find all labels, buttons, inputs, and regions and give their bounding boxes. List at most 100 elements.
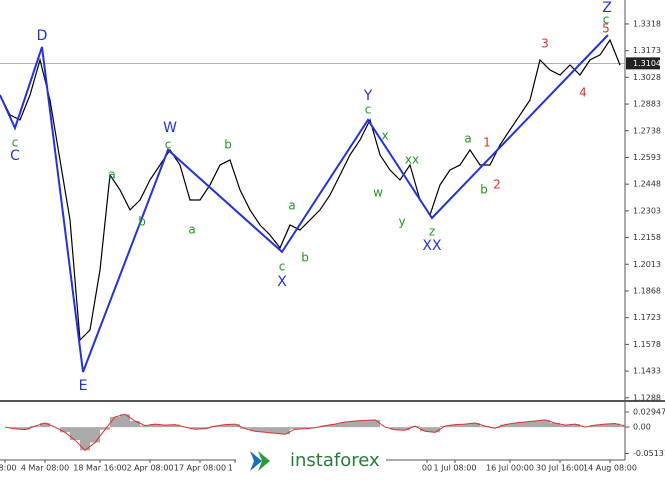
oscillator-bar bbox=[360, 420, 370, 428]
y-tick-label: 1.1288 bbox=[633, 393, 661, 402]
wave-label: c bbox=[279, 260, 286, 274]
oscillator-bar bbox=[240, 427, 250, 429]
watermark-text: instaforex bbox=[290, 450, 380, 471]
current-price-label: 1.3104 bbox=[633, 59, 661, 68]
x-tick-label: 1 M bbox=[228, 464, 243, 473]
oscillator-bar bbox=[160, 425, 170, 428]
wave-label: W bbox=[163, 120, 177, 136]
y-tick-label: 1.1868 bbox=[633, 286, 661, 295]
oscillator-bar bbox=[250, 427, 260, 432]
y-tick-label: 1.2883 bbox=[633, 100, 661, 109]
oscillator-bar bbox=[370, 419, 380, 428]
y-tick-label: 1.2158 bbox=[633, 233, 661, 242]
oscillator-bar bbox=[300, 427, 310, 429]
y-tick-label: 1.3318 bbox=[633, 19, 661, 28]
oscillator-bar bbox=[500, 424, 510, 428]
oscillator-bar bbox=[270, 427, 280, 434]
oscillator-bar bbox=[570, 424, 580, 428]
wave-label: E bbox=[79, 378, 88, 394]
oscillator-bar bbox=[70, 427, 80, 440]
wave-label: x bbox=[381, 128, 388, 142]
x-tick-label: 1 Jul 08:00 bbox=[434, 464, 477, 473]
oscillator-bar bbox=[110, 416, 120, 428]
oscillator-bar bbox=[290, 427, 300, 430]
wave-label: a bbox=[108, 167, 115, 181]
wave-label: 3 bbox=[541, 37, 549, 51]
oscillator-bar bbox=[330, 424, 340, 428]
oscillator-bar bbox=[80, 427, 90, 451]
wave-label: y bbox=[398, 214, 405, 228]
y-tick-label: 0.00 bbox=[633, 423, 651, 432]
wave-label: b bbox=[301, 251, 309, 265]
oscillator-bar bbox=[140, 425, 150, 428]
oscillator-bar bbox=[320, 425, 330, 428]
wave-label: b bbox=[138, 214, 146, 228]
oscillator-bar bbox=[520, 422, 530, 428]
wave-label: X bbox=[277, 274, 287, 290]
wave-label: a bbox=[464, 131, 471, 145]
y-tick-label: 1.2448 bbox=[633, 180, 661, 189]
oscillator-bar bbox=[90, 427, 100, 443]
x-tick-label: 4 Mar 08:00 bbox=[21, 464, 69, 473]
y-tick-label: 1.1723 bbox=[633, 313, 661, 322]
oscillator-bar bbox=[40, 423, 50, 428]
wave-label: z bbox=[429, 224, 435, 238]
oscillator-bar bbox=[460, 424, 470, 428]
y-tick-label: 1.2013 bbox=[633, 260, 661, 269]
oscillator-bar bbox=[260, 427, 270, 433]
oscillator-bar bbox=[220, 424, 230, 428]
wave-label: c bbox=[12, 135, 19, 149]
oscillator-bar bbox=[530, 420, 540, 428]
oscillator-bar bbox=[200, 427, 210, 429]
x-tick-label: 00 bbox=[422, 464, 432, 473]
oscillator-bar bbox=[510, 423, 520, 428]
wave-label: Z bbox=[602, 0, 612, 16]
wave-label: D bbox=[37, 28, 48, 44]
x-tick-label: 08:00 bbox=[0, 464, 17, 473]
x-tick-label: 14 Aug 08:00 bbox=[583, 464, 637, 473]
y-tick-label: 1.1433 bbox=[633, 367, 661, 376]
oscillator-bar bbox=[170, 424, 180, 428]
oscillator-bar bbox=[60, 427, 70, 433]
plot-layer: 1.3318 1.3173 1.3028 1.2883 1.2738 1.2593 1.24… bbox=[0, 0, 665, 473]
wave-label: 5 bbox=[602, 21, 610, 35]
price-line bbox=[0, 38, 621, 342]
x-tick-label: 16 Jul 00:00 bbox=[486, 464, 534, 473]
y-tick-label: 1.3028 bbox=[633, 73, 661, 82]
x-tick-label: 2 Apr 08:00 bbox=[126, 464, 173, 473]
oscillator-bar bbox=[130, 420, 140, 428]
y-tick-label: 1.3173 bbox=[633, 46, 661, 55]
oscillator-line bbox=[4, 413, 626, 451]
watermark-icon bbox=[258, 451, 270, 471]
oscillator-bar bbox=[190, 427, 200, 430]
oscillator-bar bbox=[560, 425, 570, 428]
wave-label: 4 bbox=[579, 86, 587, 100]
oscillator-bar bbox=[350, 420, 360, 428]
wave-label: xx bbox=[405, 152, 419, 166]
wave-label: a bbox=[188, 223, 195, 237]
wave-label: c bbox=[165, 137, 172, 151]
wave-label: XX bbox=[422, 238, 442, 254]
watermark: instaforex bbox=[236, 446, 386, 476]
y-tick-label: 1.2303 bbox=[633, 206, 661, 215]
oscillator-bar bbox=[490, 427, 500, 429]
oscillator-bar bbox=[400, 427, 410, 431]
watermark-icon bbox=[250, 451, 262, 471]
oscillator-bar bbox=[420, 427, 430, 432]
oscillator-bar bbox=[430, 427, 440, 433]
wave-label: 1 bbox=[483, 135, 491, 149]
oscillator-bar bbox=[230, 424, 240, 428]
y-tick-label: 1.2593 bbox=[633, 153, 661, 162]
oscillator-bar bbox=[550, 423, 560, 428]
oscillator-bar bbox=[340, 422, 350, 428]
wave-label: b bbox=[224, 137, 232, 151]
wave-label: b bbox=[480, 182, 488, 196]
x-tick-label: 18 Mar 16:00 bbox=[73, 464, 126, 473]
x-tick-label: 30 Jul 16:00 bbox=[536, 464, 584, 473]
oscillator-bar bbox=[610, 423, 620, 428]
oscillator-bar bbox=[280, 427, 290, 435]
wave-label: w bbox=[373, 186, 383, 200]
y-tick-label: -0.05131 bbox=[633, 449, 665, 458]
y-tick-label: 1.2738 bbox=[633, 126, 661, 135]
